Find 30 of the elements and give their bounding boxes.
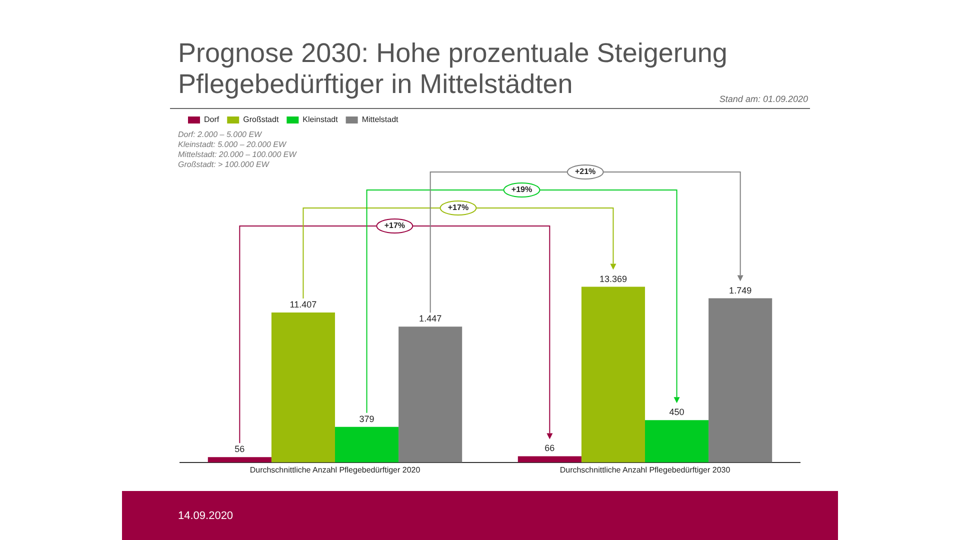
text: +19% xyxy=(511,185,532,194)
bar xyxy=(208,457,272,462)
text: Mittelstadt: 20.000 – 100.000 EW xyxy=(178,150,296,160)
data-label: 66 xyxy=(544,443,555,454)
x-tick-label: Durchschnittliche Anzahl Pflegebedürftiger 2020 xyxy=(250,465,421,474)
data-label: 13.369 xyxy=(599,274,627,284)
bar xyxy=(645,420,709,462)
text: +21% xyxy=(574,167,596,176)
legend-label: Kleinstadt xyxy=(302,115,339,124)
x-tick-label: Durchschnittliche Anzahl Pflegebedürftiger 2030 xyxy=(560,465,731,474)
data-label: 56 xyxy=(234,444,245,454)
text: 14.09.2020 xyxy=(178,510,234,522)
bar xyxy=(518,456,582,462)
text: Dorf: 2.000 – 5.000 EW xyxy=(178,130,263,140)
bar xyxy=(398,326,462,462)
bar xyxy=(335,426,399,462)
bar xyxy=(708,298,772,462)
data-label: 1.749 xyxy=(729,285,752,296)
data-label: 450 xyxy=(669,407,684,418)
text: +17% xyxy=(448,203,469,212)
data-label: 11.407 xyxy=(290,300,317,310)
text: Stand am: 01.09.2020 xyxy=(719,94,808,104)
text: Großstadt: > 100.000 EW xyxy=(178,160,270,170)
text: +17% xyxy=(384,221,406,230)
data-label: 379 xyxy=(359,414,374,424)
data-label: 1.447 xyxy=(419,314,442,324)
text: Kleinstadt: 5.000 – 20.000 EW xyxy=(178,140,288,150)
legend-label: Mittelstadt xyxy=(362,115,400,124)
legend-label: Großstadt xyxy=(243,115,280,124)
legend-label: Dorf xyxy=(204,115,220,124)
